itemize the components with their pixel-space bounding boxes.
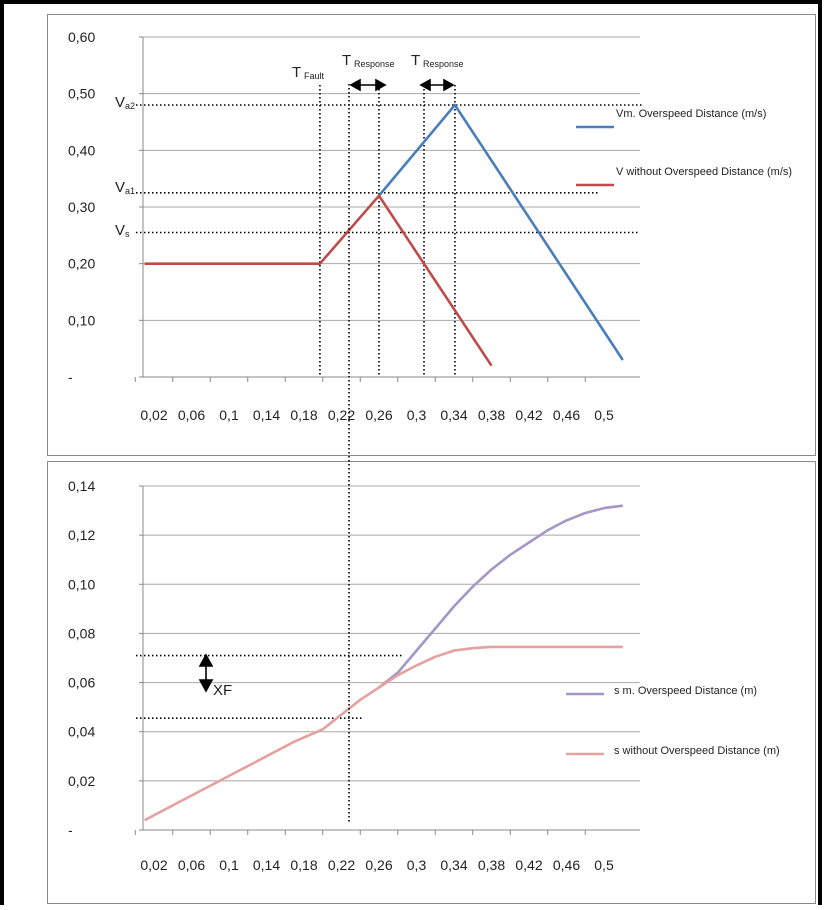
svg-text:Response: Response xyxy=(423,59,464,69)
x-tick-label: 0,22 xyxy=(328,857,355,873)
legend-label-v: V without Overspeed Distance (m/s) xyxy=(616,166,792,178)
va2-label: V a2 xyxy=(115,94,135,111)
x-tick-label: 0,1 xyxy=(219,407,239,423)
legend-label-vm: Vm. Overspeed Distance (m/s) xyxy=(616,108,766,120)
x-tick-label: 0,46 xyxy=(553,857,580,873)
x-tick-label: 0,42 xyxy=(515,857,542,873)
distance-marker-lines xyxy=(136,654,403,720)
x-tick-label: 0,18 xyxy=(290,407,317,423)
distance-series xyxy=(143,504,623,822)
response-arrow-1 xyxy=(349,78,387,92)
y-tick-label: 0,30 xyxy=(68,199,95,215)
svg-text:V: V xyxy=(115,94,125,111)
velocity-x-ticks: 0,02 0,06 0,1 0,14 0,18 0,22 0,26 0,3 0,34 0,38 0,… xyxy=(140,407,614,423)
x-tick-label: 0,22 xyxy=(328,407,355,423)
svg-text:Fault: Fault xyxy=(304,71,325,81)
series-line-1 xyxy=(143,645,623,822)
y-tick-label: 0,02 xyxy=(68,773,95,789)
velocity-grid xyxy=(134,36,640,382)
y-tick-label: 0,50 xyxy=(68,86,95,102)
y-tick-label: - xyxy=(68,369,73,385)
x-tick-label: 0,06 xyxy=(178,857,205,873)
y-tick-label: 0,12 xyxy=(68,527,95,543)
t-response-label-2: T Response xyxy=(411,52,464,69)
velocity-chart-panel: 0,60 0,50 0,40 0,30 0,20 0,10 - 0,02 0,06 0,1 0,1… xyxy=(47,14,816,456)
velocity-y-ticks: 0,60 0,50 0,40 0,30 0,20 0,10 - xyxy=(68,29,95,385)
xf-label: XF xyxy=(213,682,232,699)
legend-label-sm: s m. Overspeed Distance (m) xyxy=(614,685,757,697)
velocity-series xyxy=(144,103,624,367)
y-tick-label: 0,40 xyxy=(68,142,95,158)
svg-text:s: s xyxy=(125,229,130,239)
svg-text:V: V xyxy=(115,222,125,239)
svg-text:a1: a1 xyxy=(125,186,135,196)
svg-text:V: V xyxy=(115,179,125,196)
x-tick-label: 0,38 xyxy=(478,857,505,873)
t-response-label-1: T Response xyxy=(342,52,395,69)
svg-text:T: T xyxy=(411,52,420,69)
y-tick-label: 0,08 xyxy=(68,625,95,641)
x-tick-label: 0,3 xyxy=(407,857,427,873)
velocity-legend: Vm. Overspeed Distance (m/s) V without O… xyxy=(576,108,792,187)
x-tick-label: 0,5 xyxy=(594,857,614,873)
distance-chart: 0,140,120,100,080,060,040,02- 0,02 0,06 0,… xyxy=(68,478,780,873)
series-line-1 xyxy=(144,194,493,367)
x-tick-label: 0,06 xyxy=(178,407,205,423)
svg-text:T: T xyxy=(292,64,301,81)
x-tick-label: 0,5 xyxy=(594,407,614,423)
distance-x-ticks: 0,02 0,06 0,1 0,14 0,18 0,22 0,26 0,3 0,34 0,38 0,… xyxy=(140,857,614,873)
distance-y-ticks: 0,14 0,12 0,10 0,08 0,06 0,04 0,02 - xyxy=(68,478,95,838)
vs-label: V s xyxy=(115,222,130,239)
distance-chart-panel: 0,14 0,12 0,10 0,08 0,06 0,04 0,02- 0,02 0,06 0,… xyxy=(47,461,816,904)
series-line-0 xyxy=(378,504,623,689)
x-tick-label: 0,26 xyxy=(365,407,392,423)
velocity-marker-lines xyxy=(136,85,644,377)
x-tick-label: 0,14 xyxy=(253,857,280,873)
xf-arrow xyxy=(198,653,214,693)
x-tick-label: 0,18 xyxy=(290,857,317,873)
distance-legend: s m. Overspeed Distance (m) s without Ov… xyxy=(566,685,780,757)
response-arrow-2 xyxy=(419,78,455,92)
va1-label: V a1 xyxy=(115,179,135,196)
x-tick-label: 0,46 xyxy=(553,407,580,423)
x-tick-label: 0,3 xyxy=(407,407,427,423)
y-tick-label: 0,20 xyxy=(68,256,95,272)
x-tick-label: 0,34 xyxy=(440,857,467,873)
x-tick-label: 0,02 xyxy=(140,407,167,423)
y-tick-label: 0,10 xyxy=(68,312,95,328)
x-tick-label: 0,42 xyxy=(515,407,542,423)
y-tick-label: 0,60 xyxy=(68,29,95,45)
legend-label-s: s without Overspeed Distance (m) xyxy=(614,745,780,757)
x-tick-label: 0,34 xyxy=(440,407,467,423)
x-tick-label: 0,1 xyxy=(219,857,239,873)
svg-text:T: T xyxy=(342,52,351,69)
x-tick-label: 0,14 xyxy=(253,407,280,423)
y-tick-label: - xyxy=(68,822,73,838)
velocity-chart: 0,60 0,50 0,40 0,30 0,20 0,10 - 0,02 0,06 0,1 0,1… xyxy=(68,29,792,423)
y-tick-label: 0,06 xyxy=(68,675,95,691)
x-tick-label: 0,26 xyxy=(365,857,392,873)
svg-text:a2: a2 xyxy=(125,101,135,111)
distance-grid xyxy=(134,485,640,835)
t-fault-label: T Fault xyxy=(292,64,325,81)
x-tick-label: 0,38 xyxy=(478,407,505,423)
y-tick-label: 0,14 xyxy=(68,478,95,494)
x-tick-label: 0,02 xyxy=(140,857,167,873)
y-tick-label: 0,04 xyxy=(68,724,95,740)
svg-text:Response: Response xyxy=(354,59,395,69)
y-tick-label: 0,10 xyxy=(68,576,95,592)
series-line-0 xyxy=(378,103,624,361)
